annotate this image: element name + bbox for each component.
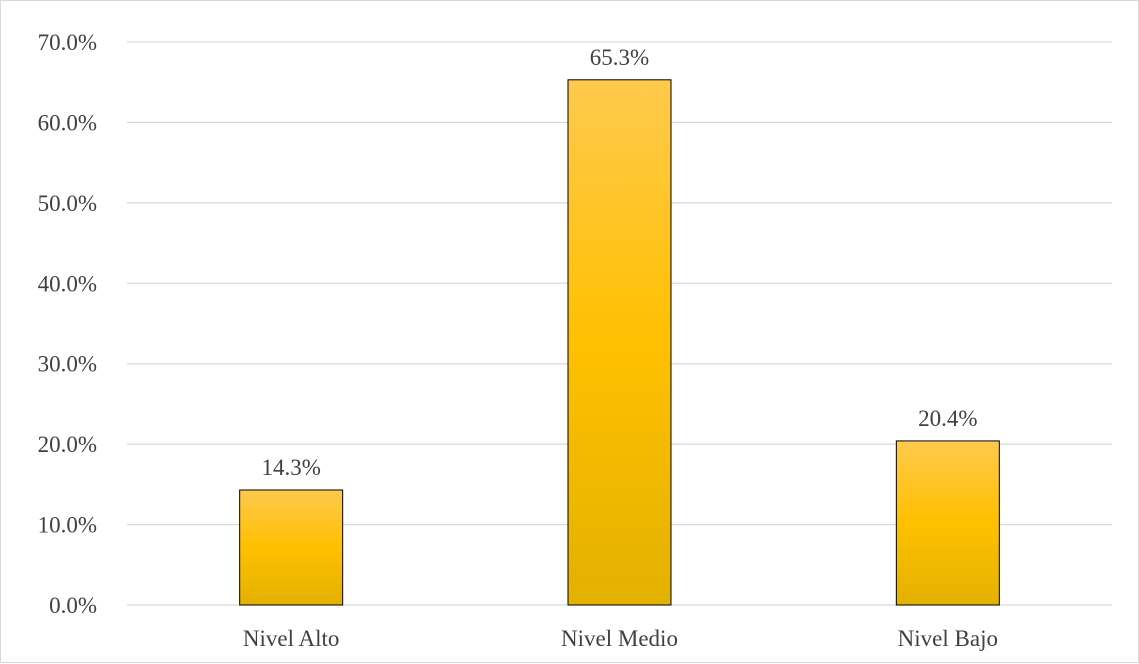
y-tick-label: 40.0% — [38, 271, 97, 296]
data-label: 20.4% — [918, 406, 977, 431]
x-tick-label: Nivel Bajo — [898, 626, 998, 651]
y-tick-label: 50.0% — [38, 191, 97, 216]
y-tick-label: 20.0% — [38, 432, 97, 457]
y-tick-label: 60.0% — [38, 110, 97, 135]
y-axis: 0.0% 10.0% 20.0% 30.0% 40.0% 50.0% 60.0% 70.0% — [38, 30, 97, 618]
x-tick-label: Nivel Alto — [243, 626, 339, 651]
data-label: 14.3% — [261, 455, 320, 480]
y-tick-label: 0.0% — [49, 593, 97, 618]
bars — [239, 79, 1000, 606]
data-labels: 14.3% 65.3% 20.4% — [261, 45, 977, 480]
bar — [239, 489, 344, 606]
x-tick-label: Nivel Medio — [561, 626, 678, 651]
y-tick-label: 30.0% — [38, 352, 97, 377]
y-tick-label: 10.0% — [38, 513, 97, 538]
x-axis: Nivel Alto Nivel Medio Nivel Bajo — [243, 626, 998, 651]
bar — [895, 440, 1000, 606]
y-tick-label: 70.0% — [38, 30, 97, 55]
data-label: 65.3% — [590, 45, 649, 70]
bar — [567, 79, 672, 606]
